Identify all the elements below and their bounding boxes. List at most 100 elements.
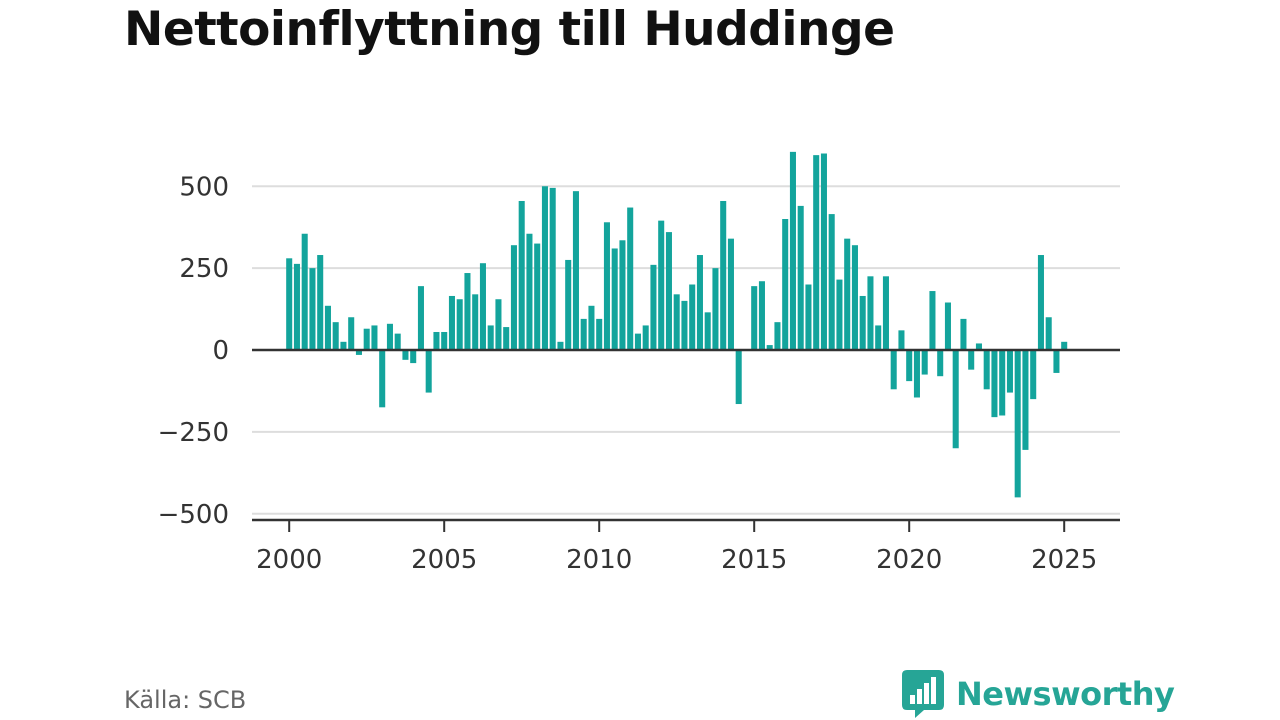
brand-logo[interactable]: Newsworthy — [902, 670, 1175, 718]
bar — [549, 187, 556, 350]
bar — [402, 350, 409, 360]
bar — [363, 328, 370, 350]
bar — [968, 350, 975, 370]
bar — [851, 245, 858, 350]
bar — [340, 341, 347, 350]
bar — [348, 317, 355, 350]
bar — [386, 323, 393, 350]
bar — [332, 322, 339, 350]
bar — [859, 295, 866, 350]
bar — [944, 302, 951, 350]
bar — [797, 205, 804, 350]
bar — [541, 186, 548, 350]
y-tick-label: 500 — [179, 172, 229, 202]
bar — [1030, 350, 1037, 400]
chart-title: Nettoinflyttning till Huddinge — [124, 2, 895, 57]
bar — [503, 327, 510, 350]
bar — [355, 350, 362, 355]
bar — [1006, 350, 1013, 393]
x-tick-label: 2000 — [256, 545, 322, 575]
bar — [425, 350, 432, 393]
bar — [634, 333, 641, 350]
bar — [1037, 255, 1044, 350]
y-tick-label: 250 — [179, 254, 229, 284]
bar — [983, 350, 990, 390]
bar — [882, 276, 889, 350]
bar — [642, 325, 649, 350]
bar — [820, 153, 827, 350]
bar — [456, 299, 463, 350]
bar — [619, 240, 626, 350]
bar — [379, 350, 386, 408]
brand-name: Newsworthy — [956, 675, 1175, 713]
x-tick-label: 2010 — [566, 545, 632, 575]
x-tick-label: 2005 — [411, 545, 477, 575]
bar — [650, 264, 657, 350]
bar — [572, 191, 579, 350]
bar — [518, 200, 525, 350]
bar — [557, 341, 564, 350]
bar — [324, 305, 331, 350]
bars — [286, 151, 1068, 498]
bar — [487, 325, 494, 350]
bar — [952, 350, 959, 449]
x-tick-labels: 2000 2005 2010 2015 2020 2025 — [256, 545, 1097, 575]
bar — [999, 350, 1006, 416]
bar — [727, 238, 734, 350]
x-tick-label: 2020 — [876, 545, 942, 575]
y-tick-label: −500 — [158, 500, 229, 530]
x-tick-label: 2025 — [1031, 545, 1097, 575]
bar — [720, 200, 727, 350]
bar — [751, 286, 758, 350]
bar — [828, 214, 835, 350]
bar — [766, 345, 773, 350]
bar — [448, 295, 455, 350]
bar — [394, 333, 401, 350]
bar — [596, 318, 603, 350]
bar — [898, 330, 905, 350]
bar — [580, 318, 587, 350]
bar — [1061, 341, 1068, 350]
bar — [479, 263, 486, 350]
bar — [565, 259, 572, 350]
bar — [929, 291, 936, 350]
bar — [758, 281, 765, 350]
bar — [712, 268, 719, 350]
bar — [906, 350, 913, 382]
y-tick-label: 0 — [212, 336, 229, 366]
bar — [293, 263, 300, 350]
source-label: Källa: SCB — [124, 686, 247, 714]
bar — [991, 350, 998, 418]
bar — [789, 151, 796, 350]
bar — [813, 155, 820, 350]
bar — [627, 207, 634, 350]
bar — [603, 222, 610, 350]
bar — [658, 220, 665, 350]
bar — [526, 233, 533, 350]
bar — [588, 305, 595, 350]
bar — [417, 286, 424, 350]
bar — [805, 284, 812, 350]
bar — [301, 233, 308, 350]
bar — [689, 284, 696, 350]
bar — [782, 219, 789, 350]
bar — [309, 268, 316, 350]
bar — [937, 350, 944, 377]
gridlines — [252, 185, 1120, 515]
bar — [433, 331, 440, 350]
bar — [534, 243, 541, 350]
bar — [890, 350, 897, 390]
bar — [441, 331, 448, 350]
axes — [252, 348, 1120, 532]
bar — [665, 232, 672, 350]
bar — [836, 279, 843, 350]
bar — [371, 325, 378, 350]
bar — [774, 322, 781, 350]
bar — [696, 255, 703, 350]
bar — [1022, 350, 1029, 450]
y-tick-label: −250 — [158, 418, 229, 448]
bar — [317, 255, 324, 350]
bar — [673, 294, 680, 350]
bar — [975, 343, 982, 350]
